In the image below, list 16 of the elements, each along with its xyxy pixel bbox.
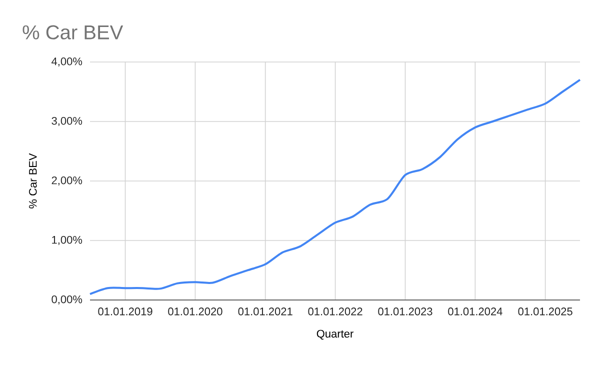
x-tick-label: 01.01.2022 (308, 308, 362, 316)
x-tick-label: 01.01.2025 (518, 308, 572, 316)
y-tick-label: 0,00% (52, 295, 82, 305)
x-tick-label: 01.01.2023 (378, 308, 432, 316)
y-axis-title: % Car BEV (28, 153, 37, 208)
x-tick-label: 01.01.2019 (98, 308, 152, 316)
x-tick-label: 01.01.2024 (448, 308, 502, 316)
y-tick-label: 1,00% (52, 236, 82, 246)
y-tick-label: 4,00% (52, 57, 82, 67)
y-tick-label: 3,00% (52, 116, 82, 126)
x-tick-label: 01.01.2021 (238, 308, 292, 316)
x-tick-label: 01.01.2020 (168, 308, 222, 316)
chart-title: % Car BEV (22, 25, 124, 40)
line-series (89, 78, 581, 296)
x-axis-title: Quarter (316, 330, 354, 340)
y-tick-label: 2,00% (52, 176, 82, 186)
